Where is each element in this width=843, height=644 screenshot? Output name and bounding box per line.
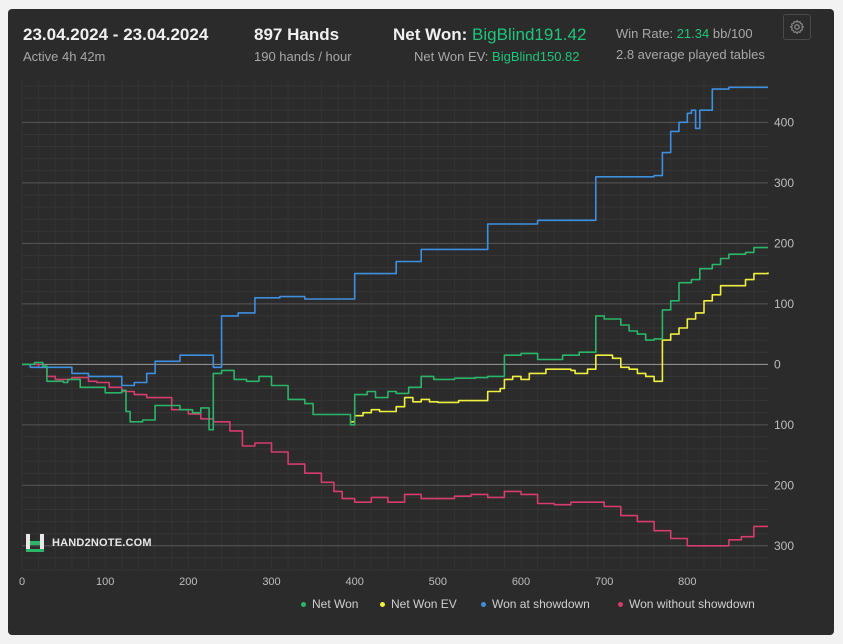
win-rate-value: 21.34 [676,26,710,41]
y-tick-label: 400 [774,115,794,129]
hands-per-hour: 190 hands / hour [254,49,352,64]
y-tick-label: 300 [774,176,794,190]
series-net-won [22,246,768,431]
legend-won-at-showdown[interactable]: Won at showdown [481,597,590,611]
legend-net-won-ev[interactable]: Net Won EV [380,597,457,611]
y-tick-label: 200 [774,236,794,250]
net-won: Net Won: BigBlind191.42 [393,25,586,45]
grid [21,80,768,571]
legend-dot-icon [380,602,385,608]
logo-text: HAND2NOTE.COM [52,537,152,549]
x-tick-label: 600 [512,576,530,588]
legend-label-won-at-showdown: Won at showdown [492,597,590,611]
net-won-value: BigBlind191.42 [472,25,587,44]
settings-button[interactable] [783,14,811,40]
x-tick-label: 200 [179,576,197,588]
net-won-ev-value: BigBlind150.82 [492,49,580,64]
x-tick-label: 400 [345,576,363,588]
legend-won-without-showdown[interactable]: Won without showdown [618,597,755,611]
axes: 400 300 200 100 0 100 200 300 0 100 200 300 400 500 60… [19,115,794,588]
legend-label-won-without-showdown: Won without showdown [629,597,755,611]
net-won-ev-label: Net Won EV: [414,49,489,64]
legend-dot-icon [301,602,306,608]
legend-dot-icon [481,602,486,608]
win-rate: Win Rate: 21.34 bb/100 [616,26,753,41]
hand2note-logo-icon [26,534,44,552]
series-won-at-showdown [22,86,768,387]
y-tick-label: 100 [774,297,794,311]
y-tick-label: 0 [774,357,781,371]
win-rate-label: Win Rate: [616,26,674,41]
series-net-won-ev [350,272,769,423]
legend-net-won[interactable]: Net Won [301,597,358,611]
net-won-ev: Net Won EV: BigBlind150.82 [414,49,580,64]
legend-dot-icon [618,602,623,608]
x-tick-label: 700 [595,576,613,588]
win-rate-unit: bb/100 [712,26,753,41]
y-tick-label: 300 [774,539,794,553]
net-won-label: Net Won: [393,25,468,44]
x-tick-label: 500 [429,576,447,588]
x-tick-label: 300 [262,576,280,588]
legend-label-net-won: Net Won [312,597,359,611]
x-tick-label: 800 [678,576,696,588]
y-tick-label: 100 [774,418,794,432]
date-range: 23.04.2024 - 23.04.2024 [23,25,209,44]
hands-count: 897 Hands [254,25,340,44]
x-tick-label: 0 [19,576,25,588]
y-tick-label: 200 [774,478,794,492]
active-time: Active 4h 42m [23,49,106,64]
tables-count: 2.8 average played tables [616,47,765,62]
gear-icon [789,19,805,35]
hand2note-logo: HAND2NOTE.COM [24,532,152,554]
x-tick-label: 100 [96,576,114,588]
series-lines [22,86,769,547]
legend-label-net-won-ev: Net Won EV [391,597,457,611]
